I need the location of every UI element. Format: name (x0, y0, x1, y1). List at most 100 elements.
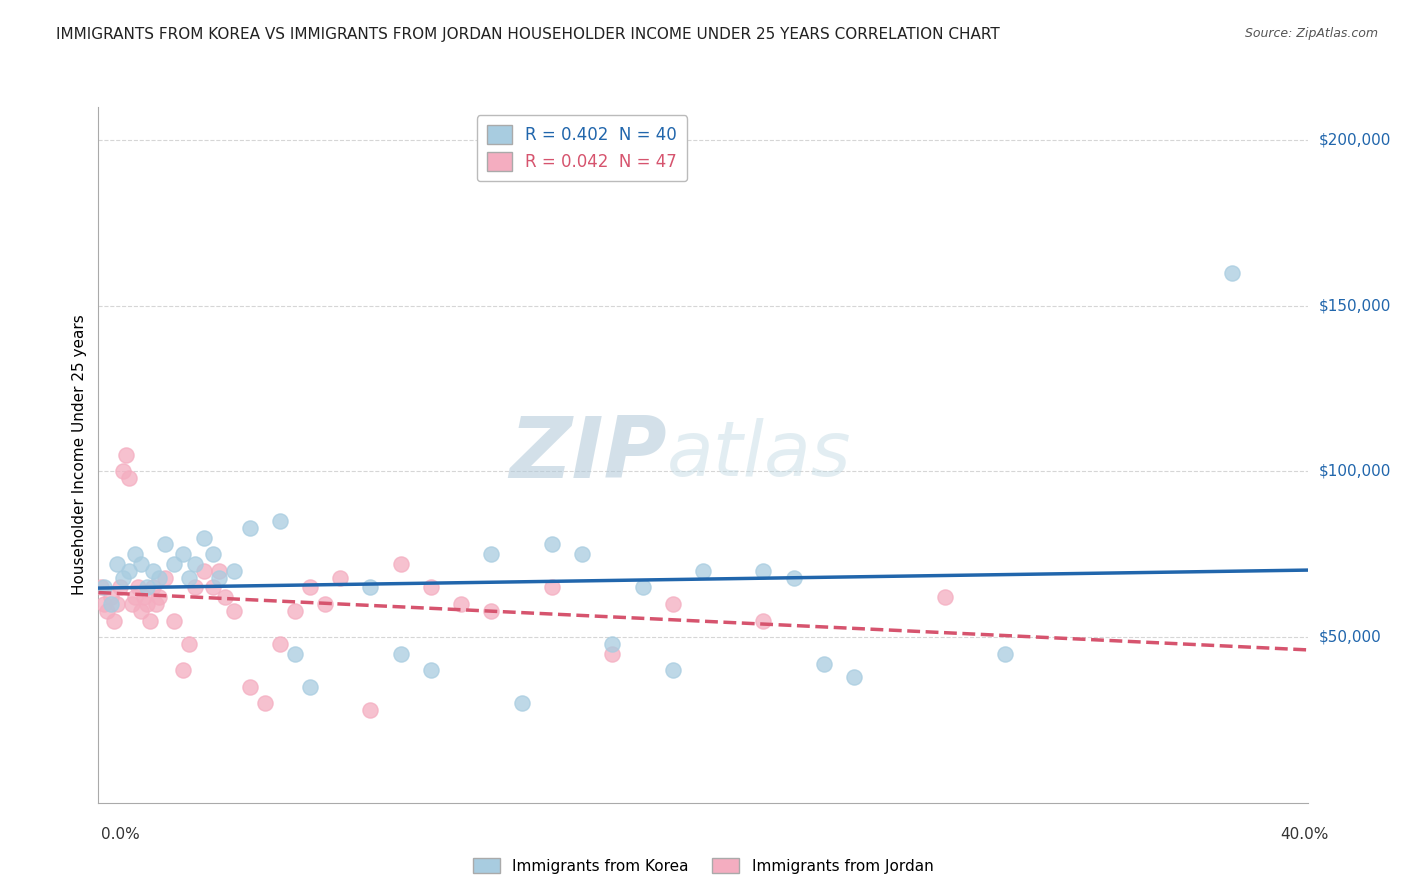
Point (145, 597, 167, 611)
Text: 40.0%: 40.0% (1281, 827, 1329, 841)
Point (631, 581, 654, 595)
Point (284, 604, 307, 618)
Point (100, 591, 122, 605)
Point (1220, 266, 1243, 280)
Point (934, 591, 956, 605)
Point (450, 597, 472, 611)
Point (132, 591, 155, 605)
Point (135, 597, 157, 611)
Point (389, 647, 412, 661)
Point (105, 597, 128, 611)
Point (148, 591, 170, 605)
Point (481, 547, 503, 561)
Point (103, 614, 125, 628)
Point (179, 570, 201, 584)
Point (692, 564, 714, 578)
Point (172, 547, 194, 561)
Point (93, 581, 115, 595)
Point (602, 637, 624, 651)
Point (540, 537, 562, 551)
Point (118, 471, 141, 485)
Point (127, 581, 149, 595)
Point (389, 558, 412, 572)
Point (142, 564, 165, 578)
Point (172, 663, 194, 677)
Point (661, 597, 683, 611)
Point (142, 581, 165, 595)
Point (129, 604, 152, 618)
Point (314, 597, 336, 611)
Text: $150,000: $150,000 (1319, 298, 1391, 313)
Legend: R = 0.402  N = 40, R = 0.042  N = 47: R = 0.402 N = 40, R = 0.042 N = 47 (477, 115, 688, 181)
Point (121, 597, 143, 611)
Y-axis label: Householder Income Under 25 years: Householder Income Under 25 years (72, 315, 87, 595)
Point (481, 604, 503, 618)
Point (111, 465, 134, 479)
Point (752, 614, 775, 628)
Point (163, 614, 186, 628)
Point (114, 448, 136, 462)
Point (135, 581, 157, 595)
Point (139, 614, 162, 628)
Point (571, 547, 593, 561)
Point (163, 558, 186, 572)
Point (184, 581, 207, 595)
Text: ZIP: ZIP (509, 413, 666, 497)
Text: $100,000: $100,000 (1319, 464, 1391, 479)
Point (124, 547, 146, 561)
Point (284, 647, 307, 661)
Point (96, 604, 118, 618)
Text: 0.0%: 0.0% (101, 827, 141, 841)
Point (360, 703, 382, 717)
Point (179, 637, 201, 651)
Point (153, 570, 176, 584)
Point (208, 570, 231, 584)
Text: atlas: atlas (666, 418, 851, 491)
Point (360, 581, 382, 595)
Point (661, 663, 683, 677)
Point (184, 558, 207, 572)
Point (153, 537, 176, 551)
Point (100, 597, 122, 611)
Point (329, 570, 352, 584)
Point (105, 558, 128, 572)
Point (782, 570, 804, 584)
Point (93, 597, 115, 611)
Text: Source: ZipAtlas.com: Source: ZipAtlas.com (1244, 27, 1378, 40)
Text: IMMIGRANTS FROM KOREA VS IMMIGRANTS FROM JORDAN HOUSEHOLDER INCOME UNDER 25 YEAR: IMMIGRANTS FROM KOREA VS IMMIGRANTS FROM… (56, 27, 1000, 42)
Point (420, 581, 443, 595)
Point (510, 697, 533, 711)
Point (540, 581, 562, 595)
Point (111, 570, 134, 584)
Point (124, 591, 146, 605)
Point (239, 521, 262, 535)
Text: $200,000: $200,000 (1319, 133, 1391, 148)
Point (108, 581, 131, 595)
Point (148, 570, 170, 584)
Point (90, 581, 112, 595)
Point (420, 663, 443, 677)
Point (269, 637, 291, 651)
Point (602, 647, 624, 661)
Point (118, 564, 141, 578)
Text: $50,000: $50,000 (1319, 630, 1382, 645)
Point (193, 531, 215, 545)
Point (239, 680, 262, 694)
Point (752, 564, 775, 578)
Point (269, 514, 291, 528)
Point (129, 558, 152, 572)
Point (193, 564, 215, 578)
Point (208, 564, 231, 578)
Point (202, 581, 225, 595)
Point (994, 647, 1017, 661)
Point (253, 697, 276, 711)
Legend: Immigrants from Korea, Immigrants from Jordan: Immigrants from Korea, Immigrants from J… (467, 852, 939, 880)
Point (813, 657, 835, 671)
Point (202, 547, 225, 561)
Point (299, 581, 322, 595)
Point (224, 604, 246, 618)
Point (214, 591, 236, 605)
Point (844, 670, 866, 684)
Point (224, 564, 246, 578)
Point (299, 680, 322, 694)
